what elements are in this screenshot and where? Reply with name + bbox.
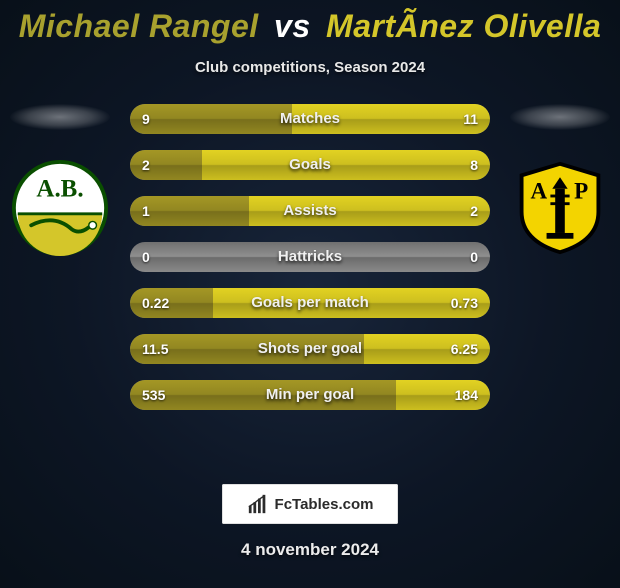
stat-label: Goals per match: [130, 288, 490, 318]
club-badge-right: A P: [512, 160, 608, 256]
svg-text:P: P: [574, 177, 588, 203]
bars-icon: [247, 493, 269, 515]
stat-label: Goals: [130, 150, 490, 180]
stat-row: 0.220.73Goals per match: [130, 288, 490, 318]
comparison-title: Michael Rangel vs MartÃ­nez Olivella: [0, 8, 620, 45]
stat-row: 12Assists: [130, 196, 490, 226]
comparison-arena: A.B. A P 911Matches 28Goals 12Assists 00Hat…: [0, 104, 620, 464]
player-shadow-left: [10, 104, 110, 130]
club-badge-left: A.B.: [12, 160, 108, 256]
stat-rows: 911Matches 28Goals 12Assists 00Hattricks 0.2…: [130, 104, 490, 426]
stat-row: 00Hattricks: [130, 242, 490, 272]
stat-label: Hattricks: [130, 242, 490, 272]
stat-label: Shots per goal: [130, 334, 490, 364]
footer-date: 4 november 2024: [0, 540, 620, 560]
footer-logo: FcTables.com: [222, 484, 398, 524]
stat-row: 911Matches: [130, 104, 490, 134]
side-left: A.B.: [0, 104, 120, 256]
stat-label: Min per goal: [130, 380, 490, 410]
title-vs: vs: [274, 8, 311, 44]
side-right: A P: [500, 104, 620, 256]
title-player1: Michael Rangel: [19, 8, 259, 44]
footer-brand: FcTables.com: [275, 496, 374, 513]
stat-label: Matches: [130, 104, 490, 134]
player-shadow-right: [510, 104, 610, 130]
club-badge-right-svg: A P: [512, 160, 608, 256]
club-badge-left-svg: A.B.: [12, 160, 108, 256]
svg-text:A: A: [531, 177, 548, 203]
stat-row: 11.56.25Shots per goal: [130, 334, 490, 364]
stat-label: Assists: [130, 196, 490, 226]
svg-text:A.B.: A.B.: [36, 175, 83, 202]
stat-row: 535184Min per goal: [130, 380, 490, 410]
title-player2: MartÃ­nez Olivella: [326, 8, 601, 44]
subtitle: Club competitions, Season 2024: [0, 59, 620, 76]
stat-row: 28Goals: [130, 150, 490, 180]
